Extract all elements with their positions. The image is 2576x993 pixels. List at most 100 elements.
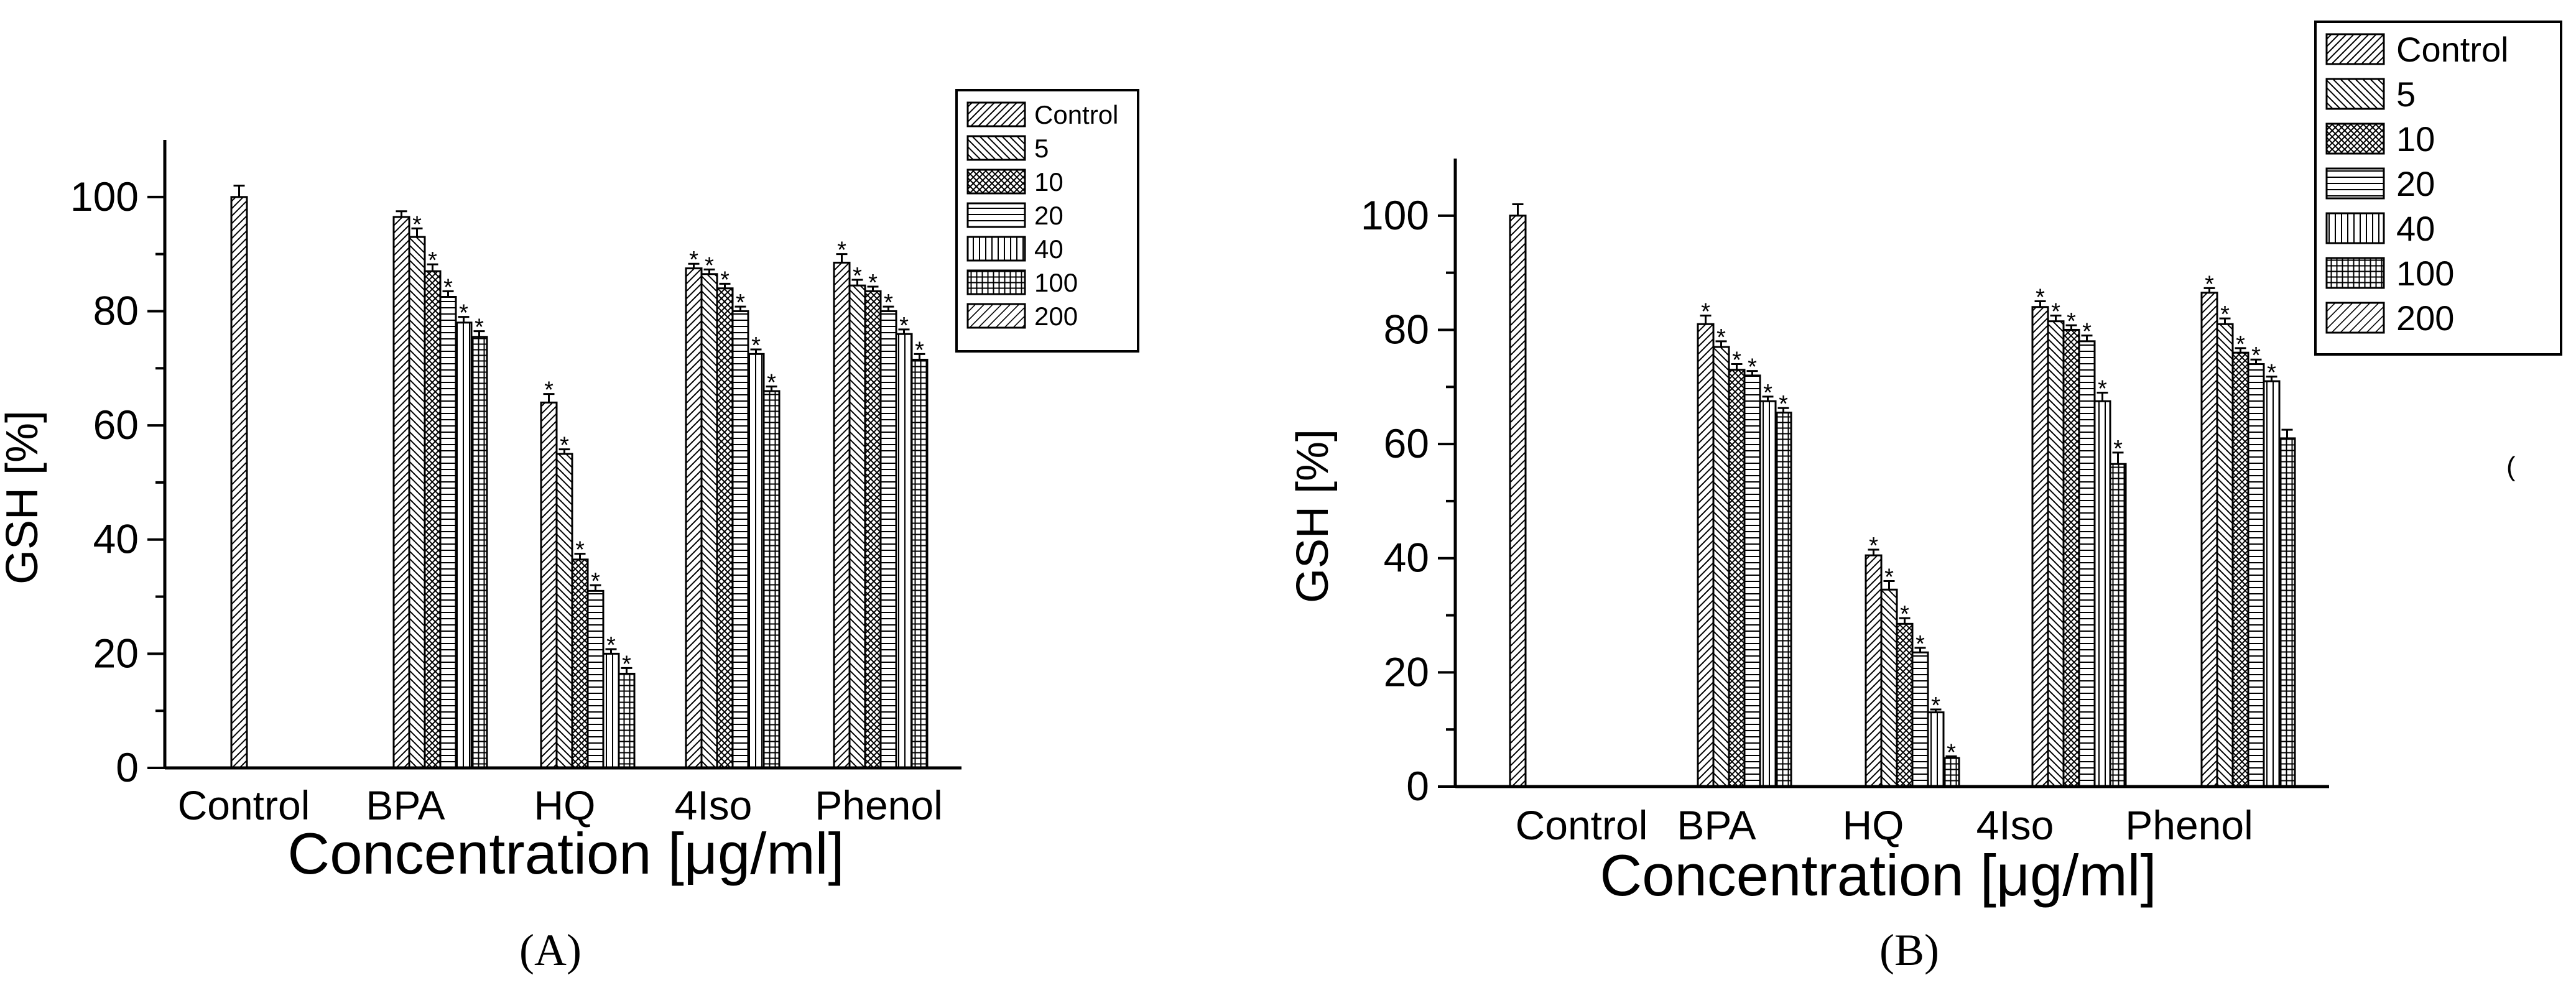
legend-label: 5 (2396, 75, 2416, 114)
legend-label: 10 (2396, 119, 2435, 159)
significance-star: * (899, 313, 909, 339)
bar (848, 284, 866, 769)
significance-star: * (622, 651, 631, 677)
significance-star: * (560, 433, 569, 459)
significance-star: * (837, 238, 846, 264)
significance-star: * (412, 211, 422, 238)
bar (685, 267, 703, 769)
legend-swatch (966, 135, 1026, 161)
x-category-label: BPA (1677, 802, 1756, 848)
bar (1728, 369, 1746, 788)
bar (1927, 711, 1945, 788)
legend-label: 40 (2396, 209, 2435, 248)
bar (2109, 463, 2127, 788)
bar (1911, 651, 1929, 788)
significance-star: * (868, 270, 878, 296)
bar (1896, 622, 1914, 788)
significance-star: * (2113, 436, 2123, 462)
bar (2247, 363, 2265, 788)
bar (470, 336, 488, 769)
legend-label: 20 (2396, 164, 2435, 203)
legend-swatch (2325, 167, 2385, 200)
y-tick-label: 60 (1384, 420, 1429, 466)
legend-swatch (966, 101, 1026, 127)
legend-label: 40 (1034, 234, 1063, 264)
significance-star: * (475, 315, 484, 341)
x-category-label: 4Iso (1976, 802, 2054, 848)
significance-star: * (428, 247, 437, 274)
panel-b-x-axis-title: Concentration [μg/ml] (1600, 843, 2156, 908)
legend-label: 200 (2396, 298, 2454, 338)
bar (716, 287, 734, 769)
bar (1759, 400, 1777, 788)
legend-swatch (2325, 302, 2385, 334)
bar (2263, 380, 2281, 788)
significance-star: * (2251, 343, 2261, 369)
significance-star: * (1701, 299, 1710, 325)
legend-label: 200 (1034, 302, 1078, 331)
significance-star: * (1869, 533, 1878, 559)
significance-star: * (720, 267, 730, 293)
bar (2031, 306, 2049, 788)
significance-star: * (1931, 693, 1940, 719)
y-tick-label: 80 (93, 287, 139, 333)
legend-label: Control (1034, 100, 1118, 129)
legend-swatch (966, 202, 1026, 228)
bar (1697, 323, 1715, 788)
legend-label: 20 (1034, 201, 1063, 230)
bar (555, 453, 573, 769)
bar (762, 390, 781, 769)
bar (2093, 400, 2111, 788)
bar (2231, 351, 2249, 788)
significance-star: * (1779, 391, 1788, 417)
legend-swatch (2325, 212, 2385, 244)
y-tick-label: 100 (70, 173, 139, 219)
significance-star: * (736, 290, 745, 316)
significance-star: * (2036, 285, 2045, 311)
significance-star: * (915, 337, 924, 363)
panel-a-label: (A) (519, 925, 581, 975)
legend-label: 100 (2396, 254, 2454, 293)
panel-a-legend: Control 5 10 20 40 100 200 (955, 89, 1139, 353)
y-tick-label: 40 (93, 516, 139, 562)
bar (2078, 340, 2096, 788)
bar (1865, 554, 1883, 788)
panel-b-side-mark: ( (2506, 451, 2516, 482)
legend-swatch (966, 269, 1026, 295)
bar (392, 216, 410, 769)
significance-star: * (1884, 564, 1894, 590)
y-tick-label: 0 (1406, 763, 1429, 809)
significance-star: * (689, 247, 698, 273)
significance-star: * (591, 568, 600, 594)
x-category-label: Phenol (2125, 802, 2253, 848)
y-tick-label: 80 (1384, 306, 1429, 352)
significance-star: * (2051, 299, 2060, 325)
bar (439, 296, 457, 769)
bar (1774, 412, 1792, 788)
significance-star: * (853, 263, 862, 289)
significance-star: * (1916, 631, 1925, 657)
bar (602, 652, 620, 769)
bar (2278, 437, 2296, 788)
bar (895, 333, 913, 769)
significance-star: * (705, 252, 714, 279)
bar (879, 310, 897, 769)
y-tick-label: 20 (93, 630, 139, 676)
significance-star: * (2098, 376, 2107, 402)
y-tick-label: 100 (1361, 192, 1429, 238)
bar (731, 310, 749, 769)
legend-swatch (966, 169, 1026, 195)
bar (230, 196, 248, 769)
legend-swatch (2325, 78, 2385, 110)
legend-swatch (2325, 257, 2385, 289)
legend-swatch (2325, 122, 2385, 155)
bar (540, 401, 558, 769)
significance-star: * (2067, 308, 2076, 335)
significance-star: * (544, 377, 554, 404)
significance-star: * (1748, 354, 1757, 381)
significance-star: * (459, 300, 468, 326)
